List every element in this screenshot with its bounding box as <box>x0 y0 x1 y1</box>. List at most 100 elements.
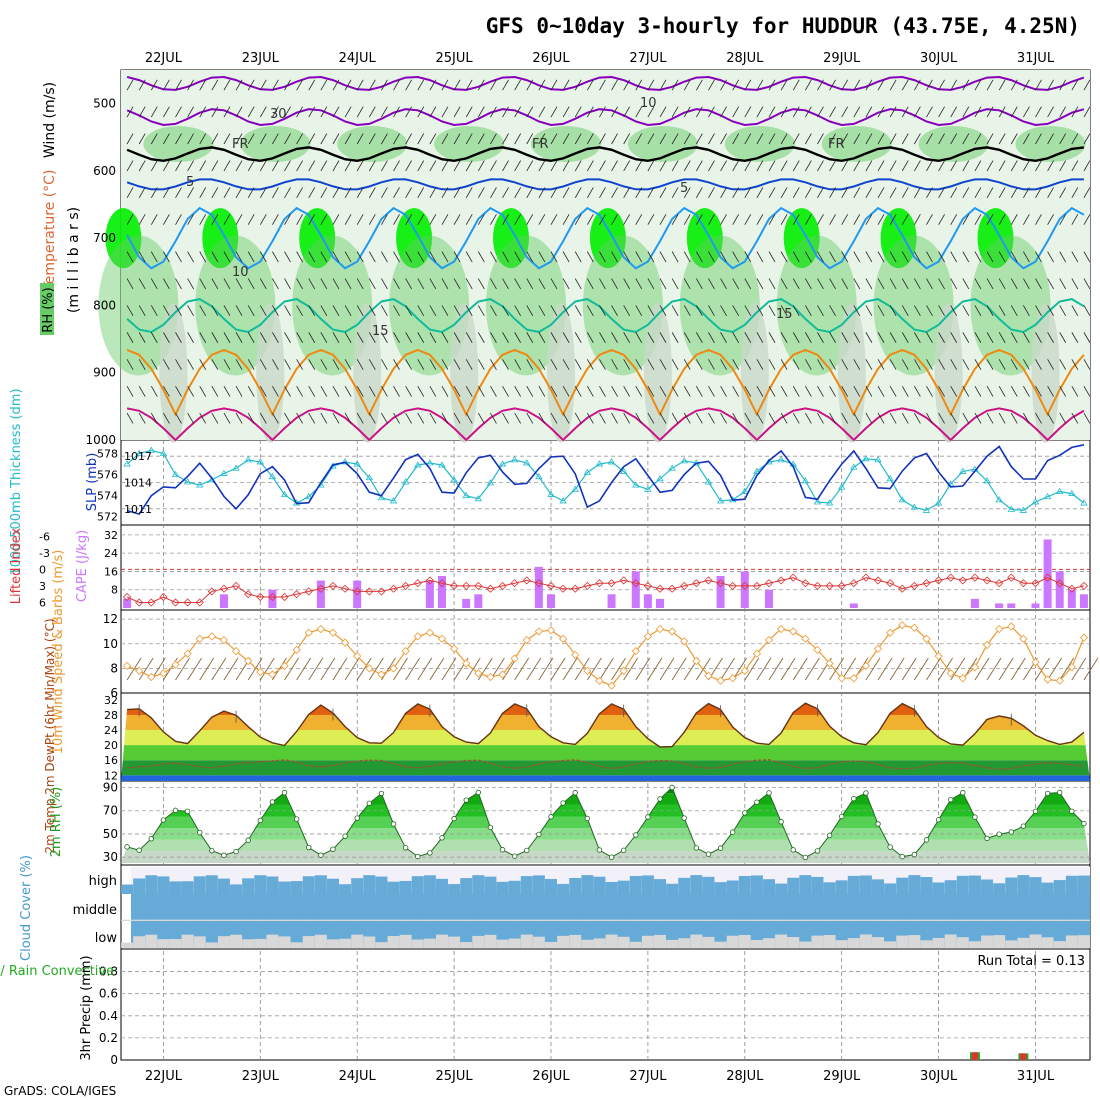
precip-tick: 0.2 <box>99 1031 118 1045</box>
wind-barb <box>841 332 849 343</box>
rh2m-point <box>487 824 494 831</box>
cloud-cover-bar <box>435 934 448 948</box>
cloud-cover-bar <box>544 878 557 894</box>
cloud-cover-bar <box>460 919 473 921</box>
rh2m-point <box>826 832 833 839</box>
wind-barb <box>175 187 182 199</box>
wind-barb <box>429 133 437 145</box>
lifted-index-point <box>183 598 192 607</box>
thickness-point <box>716 497 725 504</box>
wind-barb <box>284 305 291 317</box>
wind-barb <box>272 133 279 145</box>
wind-barb <box>780 412 788 424</box>
wind-barb-10m <box>599 657 614 681</box>
rh-tick: 90 <box>103 780 118 794</box>
wind-barb <box>901 412 909 424</box>
wind-barb <box>320 332 328 343</box>
wind-barb <box>490 79 497 91</box>
wind-speed-point <box>849 674 858 683</box>
wind-barb <box>1047 79 1054 91</box>
wind-barb <box>308 332 316 343</box>
wind-barb <box>199 79 207 91</box>
thickness-point <box>305 492 313 500</box>
wind-barb <box>611 214 618 225</box>
thickness-point <box>147 446 155 453</box>
wind-barb <box>1035 214 1042 225</box>
wind-barb <box>368 160 376 172</box>
wind-barb <box>1071 385 1079 397</box>
wind-barb <box>381 412 388 424</box>
thickness-point <box>462 491 470 499</box>
wind-barb-10m <box>393 657 408 681</box>
wind-barb <box>732 187 740 199</box>
wind-barb <box>817 79 824 91</box>
cloud-cover-bar <box>157 919 170 921</box>
wind-barb <box>235 278 243 290</box>
wind-barb <box>514 412 522 424</box>
rh2m-point <box>402 845 409 851</box>
wind-barb <box>1071 79 1079 91</box>
wind-barb <box>901 278 909 290</box>
wind-barb-10m <box>841 657 857 681</box>
wind-barb <box>150 359 158 370</box>
wind-barb <box>744 106 752 118</box>
wind-barb <box>296 214 303 225</box>
wind-barb <box>550 278 558 290</box>
wind-barb <box>1047 187 1054 199</box>
wind-barb <box>817 332 824 343</box>
cloud-cover-bar <box>581 939 594 948</box>
wind-barb <box>659 332 667 343</box>
wind-barb <box>502 187 509 199</box>
wind-barb <box>308 214 316 225</box>
cape-bar <box>1067 589 1076 608</box>
wind-barb <box>1059 332 1067 343</box>
thickness-point <box>644 485 652 492</box>
rh-high-patch <box>396 208 433 269</box>
wind-barb <box>865 332 873 343</box>
cloud-cover-bar <box>1041 937 1054 948</box>
lifted-index-point <box>837 581 846 591</box>
cloud-cover-bar <box>290 881 303 894</box>
wind-barb <box>344 187 352 199</box>
wind-barb <box>647 332 655 343</box>
cloud-cover-bar <box>411 876 424 894</box>
wind-barb <box>514 385 522 397</box>
wind-barb <box>562 133 570 145</box>
thickness-point <box>123 460 131 467</box>
thickness-point <box>959 467 967 474</box>
wind-barb <box>817 305 824 317</box>
wind-barb <box>647 359 655 370</box>
wind-barb <box>538 160 546 172</box>
precip-legend-label: Total / Rain Convective <box>0 964 114 979</box>
cloud-cover-bar <box>121 919 134 921</box>
lifted-index-point <box>462 581 471 591</box>
wind-barb <box>405 187 412 199</box>
wind-barb <box>647 187 655 199</box>
day-label-bottom: 22JUL <box>145 1069 183 1084</box>
wind-barb <box>974 332 982 343</box>
wind-barb <box>211 305 219 317</box>
wind-barb <box>877 251 885 263</box>
wind-barb <box>126 133 134 145</box>
wind-barb <box>708 214 715 225</box>
wind-barb <box>817 214 824 225</box>
wind-barb <box>805 79 812 91</box>
wind-barb <box>356 187 364 199</box>
wind-barb <box>950 133 958 145</box>
wind-barb <box>477 251 485 263</box>
wind-barb <box>356 214 364 225</box>
rh2m-point <box>330 846 336 852</box>
wind-speed-point <box>704 671 713 680</box>
cloud-cover-bar <box>217 878 230 894</box>
cloud-cover-bar <box>169 939 182 948</box>
thickness-point <box>135 449 143 456</box>
wind-barb <box>1083 278 1091 290</box>
wind-barb <box>344 412 352 424</box>
wind-barb <box>877 79 885 91</box>
wind-barb <box>393 251 400 263</box>
wind-speed-point <box>898 621 907 630</box>
wind-barb <box>393 305 400 317</box>
wind-barb <box>889 278 897 290</box>
lifted-index-point <box>655 584 665 593</box>
rh2m-point <box>681 815 687 821</box>
